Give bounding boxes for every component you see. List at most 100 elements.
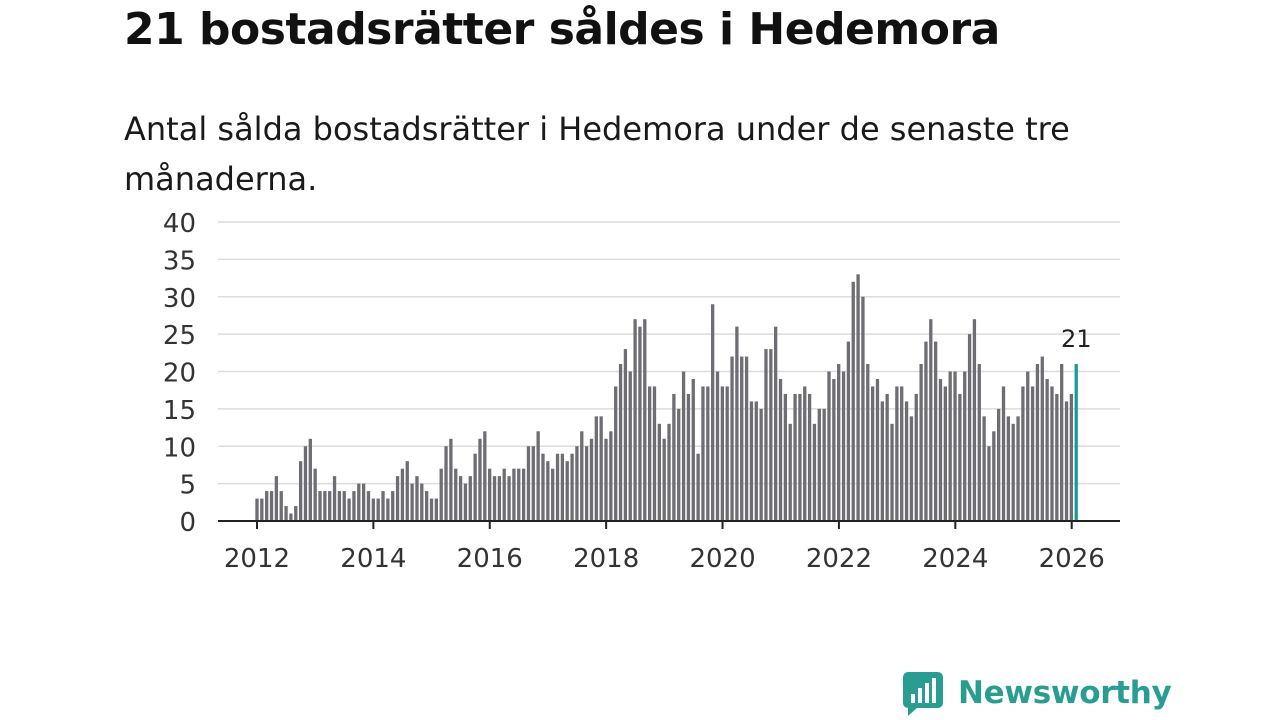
bar: [1040, 356, 1044, 521]
bar: [681, 371, 686, 521]
bar: [488, 468, 492, 521]
bar: [468, 476, 472, 521]
bar: [454, 468, 458, 521]
bar: [909, 416, 914, 521]
bar: [439, 468, 443, 521]
bar: [803, 386, 807, 521]
bar: [1016, 416, 1020, 521]
bar: [1030, 386, 1035, 521]
bar: [521, 468, 526, 521]
bar: [294, 506, 298, 521]
bar: [352, 491, 356, 521]
bar: [526, 446, 531, 521]
x-tick-label: 2018: [573, 544, 639, 574]
bar: [376, 498, 380, 521]
bar: [507, 476, 511, 521]
bar: [623, 349, 628, 521]
bar: [812, 423, 817, 521]
bar: [900, 386, 904, 521]
x-tick-label: 2022: [806, 544, 872, 574]
bar: [463, 483, 468, 521]
bar: [381, 491, 385, 521]
bar: [337, 491, 342, 521]
bar: [410, 483, 414, 521]
bar: [691, 378, 695, 521]
bar: [740, 356, 744, 521]
bar: [361, 483, 366, 521]
bar: [425, 491, 429, 521]
bar: [798, 393, 802, 521]
bar: [405, 461, 409, 521]
chart-subtitle: Antal sålda bostadsrätter i Hedemora und…: [124, 110, 1070, 198]
bar: [749, 401, 754, 521]
bar: [972, 319, 977, 521]
bar: [885, 393, 889, 521]
bar: [289, 513, 293, 521]
bar: [580, 431, 584, 521]
newsworthy-logo-icon: [903, 672, 943, 716]
bar: [323, 491, 327, 521]
bar: [531, 446, 535, 521]
bar: [938, 378, 943, 521]
bar: [730, 356, 734, 521]
bar: [269, 491, 274, 521]
bar: [987, 446, 991, 521]
brand-name: Newsworthy: [958, 675, 1172, 711]
bar: [502, 468, 506, 521]
bar: [686, 393, 691, 521]
bar: [517, 468, 521, 521]
bar: [807, 393, 812, 521]
bar: [599, 416, 603, 521]
bar: [720, 386, 724, 521]
bar: [429, 498, 434, 521]
bar: [313, 468, 317, 521]
bar: [754, 401, 758, 521]
bar: [400, 468, 405, 521]
bar: [551, 468, 555, 521]
bar: [793, 393, 797, 521]
bar: [924, 341, 928, 521]
bar: [1035, 364, 1040, 521]
bar: [1026, 371, 1030, 521]
bar: [667, 423, 671, 521]
bar: [575, 446, 579, 521]
bar: [647, 386, 652, 521]
bar: [895, 386, 899, 521]
bar: [594, 416, 598, 521]
x-tick-label: 2014: [340, 544, 406, 574]
bar: [415, 476, 419, 521]
bar: [332, 476, 337, 521]
bar: [997, 408, 1001, 521]
bar: [638, 326, 642, 521]
bar: [284, 506, 288, 521]
bar: [817, 408, 821, 521]
bar: [827, 371, 831, 521]
bar: [497, 476, 502, 521]
y-tick-label: 35: [163, 246, 196, 276]
bar: [560, 453, 565, 521]
bar: [391, 491, 395, 521]
bar: [963, 371, 967, 521]
bar: [483, 431, 487, 521]
bar: [395, 476, 400, 521]
bar: [788, 423, 792, 521]
bar: [478, 438, 482, 521]
bar: [565, 461, 569, 521]
bar: [589, 438, 594, 521]
bar: [303, 446, 308, 521]
bar: [696, 453, 700, 521]
bar: [657, 423, 661, 521]
y-tick-label: 40: [163, 209, 196, 239]
bar: [609, 431, 613, 521]
bar: [584, 446, 589, 521]
bar: [866, 364, 870, 521]
bar: [1069, 393, 1074, 521]
bar: [265, 491, 269, 521]
bar: [890, 423, 894, 521]
y-tick-label: 30: [163, 284, 196, 314]
y-tick-label: 5: [179, 471, 196, 501]
bar: [570, 453, 574, 521]
bar: [778, 378, 783, 521]
bar: [769, 349, 773, 521]
